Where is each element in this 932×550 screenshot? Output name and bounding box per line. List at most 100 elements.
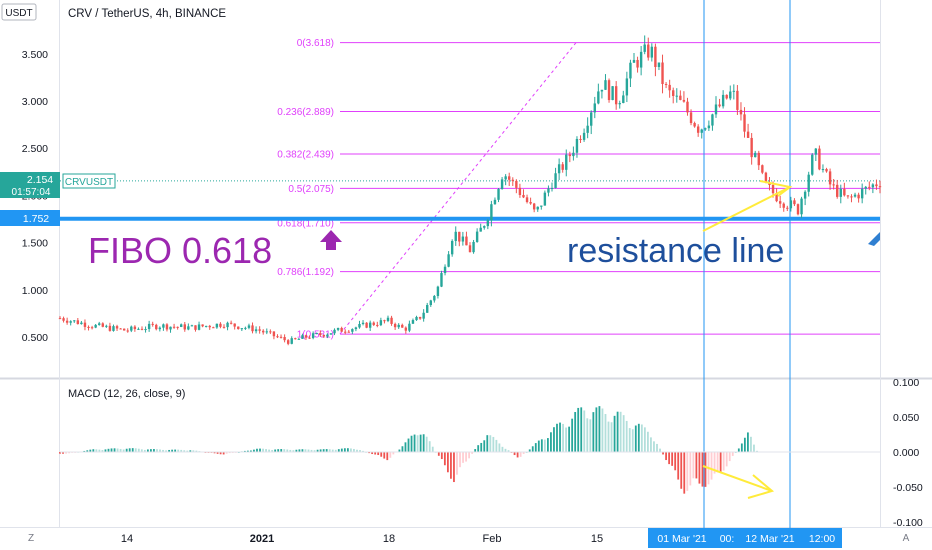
candle-body <box>426 305 429 313</box>
candle-body <box>565 154 568 170</box>
candle-body <box>547 188 550 193</box>
macd-bar <box>331 449 334 452</box>
candle-body <box>212 327 215 329</box>
candle-body <box>333 329 336 334</box>
blue-arrow-partial[interactable] <box>868 232 880 246</box>
candle-body <box>554 173 557 188</box>
macd-bar <box>162 449 164 452</box>
candle-body <box>336 327 340 330</box>
candle-body <box>789 200 793 209</box>
macd-bar <box>619 411 622 452</box>
candle-body <box>276 336 279 338</box>
candle-body <box>579 138 582 140</box>
candle-body <box>283 336 286 341</box>
candle-body <box>661 62 664 84</box>
candle-body <box>458 231 461 242</box>
candle-body <box>169 326 172 330</box>
candle-body <box>786 207 789 209</box>
resistance-annotation[interactable]: resistance line <box>567 232 784 270</box>
macd-bar <box>610 422 613 452</box>
candle-body <box>625 78 629 96</box>
candle-body <box>190 325 194 327</box>
macd-bar <box>259 448 261 452</box>
macd-bar <box>677 452 680 480</box>
yellow-arrow-up-head[interactable] <box>759 180 793 197</box>
fib-level-label: 0(3.618) <box>297 38 334 49</box>
macd-bar <box>113 448 116 452</box>
candle-body <box>657 62 661 67</box>
macd-tick-label: 0.050 <box>893 412 919 424</box>
macd-bar <box>519 452 522 457</box>
yellow-arrow-down-head[interactable] <box>747 474 775 499</box>
time-label-15: 15 <box>591 533 603 545</box>
macd-bar <box>116 448 119 452</box>
candle-body <box>247 325 251 328</box>
resistance-price: 1.752 <box>23 213 49 225</box>
macd-bar <box>110 448 113 452</box>
macd-bar <box>683 452 686 494</box>
yellow-arrow-down[interactable] <box>702 465 773 492</box>
macd-bar <box>404 442 407 452</box>
candle-body <box>704 128 707 130</box>
candle-body <box>386 317 390 321</box>
time-axis[interactable]: 14 2021 18 Feb 15 01 Mar '21 00: 12 Mar … <box>121 528 842 548</box>
macd-bar <box>425 436 428 452</box>
zoom-button[interactable]: Z <box>28 533 34 544</box>
candle-body <box>511 179 514 181</box>
macd-histogram <box>59 406 880 494</box>
candle-body <box>194 325 197 330</box>
macd-bar <box>468 452 471 459</box>
candle-body <box>689 112 693 124</box>
vertical-lines[interactable] <box>703 0 791 528</box>
candle-body <box>315 333 318 335</box>
macd-axis[interactable]: 0.100 0.050 0.000 -0.050 -0.100 <box>893 377 923 529</box>
macd-bar <box>562 423 564 452</box>
candle-body <box>108 325 112 331</box>
fibo-annotation[interactable]: FIBO 0.618 <box>88 230 272 271</box>
fib-retracement[interactable]: 0(3.618) 0.236(2.889) 0.382(2.439) 0.5(2.07… <box>60 38 880 341</box>
candle-body <box>618 102 621 105</box>
macd-bar <box>462 452 464 463</box>
fib-trend-line[interactable] <box>339 42 577 335</box>
macd-bar <box>401 446 404 452</box>
macd-bar <box>731 452 734 456</box>
macd-bar <box>595 407 598 452</box>
macd-bar <box>728 452 731 462</box>
macd-bar <box>695 452 698 479</box>
candle-body <box>147 323 151 330</box>
macd-bar <box>686 452 689 491</box>
candle-body <box>404 327 408 331</box>
auto-scale-button[interactable]: A <box>903 533 910 544</box>
macd-bar <box>225 452 228 454</box>
candle-body <box>543 192 547 206</box>
annotations[interactable] <box>320 180 880 499</box>
candle-body <box>853 194 857 197</box>
candle-body <box>807 174 810 192</box>
macd-bar <box>443 452 446 466</box>
candle-body <box>778 201 782 204</box>
candle-body <box>475 231 479 242</box>
yellow-arrow-up[interactable] <box>702 186 791 232</box>
currency-button[interactable] <box>1 3 37 21</box>
candle-body <box>650 46 654 58</box>
macd-bar <box>286 449 289 452</box>
macd-tick-label: -0.100 <box>893 517 923 529</box>
macd-bar <box>304 449 307 452</box>
purple-up-arrow[interactable] <box>320 230 342 250</box>
macd-bar <box>216 452 219 454</box>
macd-bar <box>647 431 649 452</box>
candle-body <box>454 231 457 241</box>
candle-body <box>711 114 714 126</box>
candle-body <box>112 326 115 331</box>
candle-body <box>750 137 753 158</box>
candle-body <box>504 176 507 180</box>
candle-body <box>262 330 265 333</box>
candle-body <box>418 316 422 319</box>
candle-body <box>408 323 411 331</box>
candle-body <box>707 125 711 129</box>
macd-bar <box>634 425 637 452</box>
candle-body <box>497 189 500 200</box>
candle-body <box>229 322 233 324</box>
